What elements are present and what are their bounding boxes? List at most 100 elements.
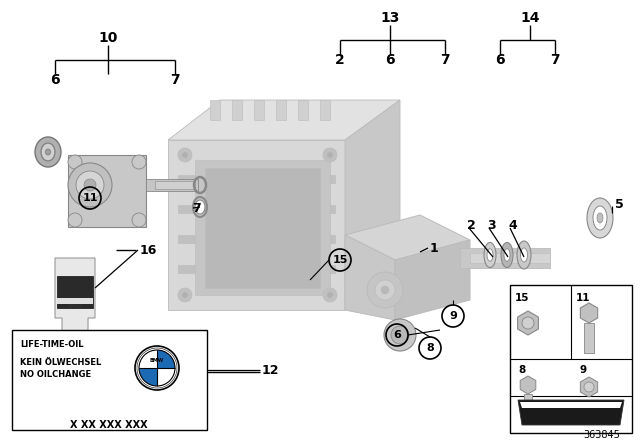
Bar bbox=[298, 100, 308, 120]
Circle shape bbox=[132, 213, 146, 227]
Wedge shape bbox=[139, 368, 157, 386]
Bar bbox=[155, 181, 195, 189]
Polygon shape bbox=[55, 258, 95, 336]
Circle shape bbox=[384, 319, 416, 351]
Circle shape bbox=[182, 152, 188, 158]
Text: X XX XXX XXX: X XX XXX XXX bbox=[70, 420, 148, 430]
Circle shape bbox=[68, 155, 82, 169]
Bar bbox=[68, 155, 146, 227]
Ellipse shape bbox=[587, 198, 613, 238]
Ellipse shape bbox=[520, 248, 527, 262]
Text: 15: 15 bbox=[515, 293, 529, 303]
Text: 9: 9 bbox=[449, 311, 457, 321]
Text: 363845: 363845 bbox=[583, 430, 620, 440]
Ellipse shape bbox=[593, 206, 607, 230]
Text: 1: 1 bbox=[430, 241, 439, 254]
Text: NO OILCHANGE: NO OILCHANGE bbox=[20, 370, 91, 379]
Text: 16: 16 bbox=[140, 244, 157, 257]
Text: 11: 11 bbox=[576, 293, 590, 303]
Polygon shape bbox=[520, 402, 622, 408]
Circle shape bbox=[584, 382, 594, 392]
Circle shape bbox=[391, 326, 409, 344]
Ellipse shape bbox=[35, 137, 61, 167]
Circle shape bbox=[135, 346, 179, 390]
Polygon shape bbox=[518, 400, 624, 425]
Circle shape bbox=[522, 317, 534, 329]
Ellipse shape bbox=[195, 200, 205, 214]
Text: BMW: BMW bbox=[150, 358, 164, 362]
Ellipse shape bbox=[484, 242, 496, 267]
Bar bbox=[276, 100, 286, 120]
Bar bbox=[460, 248, 550, 268]
Circle shape bbox=[323, 288, 337, 302]
Text: 12: 12 bbox=[262, 363, 280, 376]
Text: 13: 13 bbox=[380, 11, 400, 25]
Circle shape bbox=[178, 148, 192, 162]
Wedge shape bbox=[157, 350, 175, 368]
Circle shape bbox=[178, 288, 192, 302]
Circle shape bbox=[68, 213, 82, 227]
Polygon shape bbox=[345, 100, 400, 310]
Text: 2: 2 bbox=[335, 53, 345, 67]
Text: 10: 10 bbox=[99, 31, 118, 45]
Polygon shape bbox=[168, 140, 345, 310]
Circle shape bbox=[182, 292, 188, 298]
Polygon shape bbox=[395, 240, 470, 320]
Polygon shape bbox=[345, 235, 395, 320]
Polygon shape bbox=[195, 160, 330, 295]
Text: 4: 4 bbox=[508, 219, 516, 232]
Text: 7: 7 bbox=[440, 53, 450, 67]
Wedge shape bbox=[157, 368, 175, 386]
Bar bbox=[178, 205, 335, 213]
Bar bbox=[57, 276, 93, 308]
Bar bbox=[178, 175, 335, 183]
Ellipse shape bbox=[504, 249, 510, 261]
Text: 2: 2 bbox=[467, 219, 476, 232]
FancyBboxPatch shape bbox=[12, 330, 207, 430]
Text: 11: 11 bbox=[83, 193, 98, 203]
Polygon shape bbox=[168, 100, 400, 140]
Bar bbox=[320, 100, 330, 120]
Text: 6: 6 bbox=[385, 53, 395, 67]
Text: KEIN ÖLWECHSEL: KEIN ÖLWECHSEL bbox=[20, 358, 101, 367]
Text: 7: 7 bbox=[170, 73, 180, 87]
Text: 14: 14 bbox=[520, 11, 540, 25]
Text: 6: 6 bbox=[393, 330, 401, 340]
Text: BMW: BMW bbox=[68, 303, 82, 309]
Ellipse shape bbox=[45, 149, 51, 155]
Circle shape bbox=[381, 286, 389, 294]
Bar bbox=[524, 394, 532, 424]
Circle shape bbox=[76, 171, 104, 199]
Bar bbox=[254, 100, 264, 120]
Circle shape bbox=[327, 292, 333, 298]
Text: 6: 6 bbox=[50, 73, 60, 87]
Ellipse shape bbox=[487, 249, 493, 261]
Circle shape bbox=[132, 155, 146, 169]
Circle shape bbox=[323, 148, 337, 162]
Wedge shape bbox=[139, 350, 157, 368]
Ellipse shape bbox=[41, 143, 55, 161]
Text: LIFE-TIME-OIL: LIFE-TIME-OIL bbox=[20, 340, 83, 349]
Circle shape bbox=[367, 272, 403, 308]
Circle shape bbox=[137, 348, 177, 388]
Text: 9: 9 bbox=[579, 365, 587, 375]
Text: 15: 15 bbox=[332, 255, 348, 265]
Polygon shape bbox=[205, 168, 320, 288]
Bar bbox=[178, 265, 335, 273]
Ellipse shape bbox=[501, 242, 513, 267]
Bar bbox=[146, 179, 198, 191]
Bar bbox=[210, 100, 220, 120]
FancyBboxPatch shape bbox=[510, 285, 632, 433]
Text: 7: 7 bbox=[192, 202, 201, 215]
Text: 8: 8 bbox=[518, 365, 525, 375]
Circle shape bbox=[84, 179, 96, 191]
Text: 8: 8 bbox=[426, 343, 434, 353]
Circle shape bbox=[327, 152, 333, 158]
Bar bbox=[57, 298, 93, 304]
Bar bbox=[470, 253, 550, 263]
Circle shape bbox=[375, 280, 395, 300]
Bar bbox=[584, 323, 594, 353]
Ellipse shape bbox=[517, 241, 531, 269]
Bar bbox=[178, 235, 335, 243]
Text: 6: 6 bbox=[495, 53, 505, 67]
